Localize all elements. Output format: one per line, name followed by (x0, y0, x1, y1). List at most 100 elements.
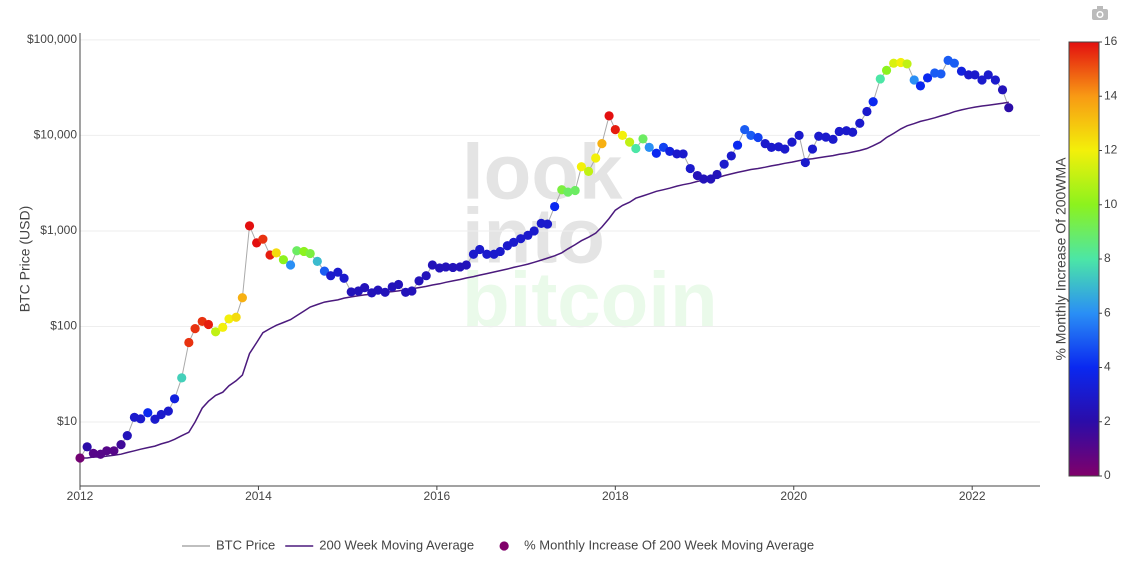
monthly-dot (868, 97, 878, 107)
monthly-dot (346, 287, 356, 297)
monthly-dot (75, 453, 85, 463)
x-tick-label: 2018 (602, 489, 629, 503)
monthly-dot (624, 137, 635, 147)
monthly-dot (177, 373, 187, 383)
monthly-dot (936, 69, 946, 79)
monthly-dot (583, 166, 594, 177)
monthly-dot (150, 414, 160, 424)
colorbar-tick-label: 8 (1104, 251, 1111, 265)
x-tick-label: 2014 (245, 489, 272, 503)
monthly-dot (915, 81, 926, 91)
monthly-dot (231, 312, 241, 322)
monthly-dot (102, 446, 112, 456)
watermark-text: bitcoin (462, 256, 718, 344)
colorbar-tick-label: 12 (1104, 143, 1118, 157)
monthly-dot (570, 185, 580, 196)
monthly-dot (746, 130, 756, 141)
monthly-dot (712, 169, 722, 180)
monthly-dot (143, 408, 153, 418)
monthly-dot (285, 260, 296, 270)
watermark-text: into (462, 192, 605, 280)
monthly-dot (862, 106, 872, 117)
monthly-dot (678, 149, 688, 159)
y-tick-label: $10 (57, 414, 77, 428)
colorbar-tick-label: 6 (1104, 305, 1111, 319)
monthly-dot (509, 237, 519, 247)
monthly-dot (360, 283, 370, 293)
monthly-dot (814, 131, 824, 141)
monthly-dot (218, 322, 228, 332)
monthly-dot (719, 159, 729, 169)
monthly-dot (740, 125, 750, 135)
monthly-dot (563, 187, 573, 197)
monthly-dot (780, 144, 790, 154)
monthly-dot (699, 174, 709, 184)
legend-swatch (499, 541, 509, 551)
monthly-dot (163, 406, 173, 416)
y-tick-label: $100 (50, 319, 77, 333)
monthly-dot (922, 73, 933, 83)
monthly-dot (685, 163, 695, 174)
legend-item[interactable]: 200 Week Moving Average (285, 537, 474, 552)
monthly-dot (393, 279, 404, 290)
monthly-dot (203, 319, 214, 330)
y-tick-label: $10,000 (34, 128, 78, 142)
monthly-dot (800, 157, 810, 168)
monthly-dot (339, 273, 349, 283)
legend-label: BTC Price (216, 537, 275, 552)
watermark-text: look (462, 128, 623, 216)
monthly-dot (326, 271, 336, 281)
monthly-dot (136, 414, 146, 424)
monthly-dot (881, 65, 892, 75)
monthly-dot (787, 137, 797, 147)
monthly-dot (122, 431, 132, 441)
monthly-dot (732, 140, 743, 150)
x-tick-label: 2012 (67, 489, 94, 503)
monthly-dot (529, 226, 539, 236)
monthly-dot (1004, 103, 1014, 113)
monthly-dot (461, 260, 471, 270)
monthly-dot (237, 293, 247, 303)
monthly-dot (482, 249, 492, 259)
monthly-dot (271, 248, 281, 258)
colorbar-tick-label: 2 (1104, 414, 1111, 428)
monthly-dot (834, 126, 844, 137)
y-tick-label: $100,000 (27, 32, 77, 46)
monthly-dot (258, 234, 268, 244)
monthly-dot (116, 440, 126, 450)
camera-icon[interactable] (1092, 6, 1108, 20)
monthly-dot (644, 142, 654, 152)
monthly-dot (88, 448, 98, 458)
monthly-dot (766, 142, 777, 152)
y-tick-label: $1,000 (40, 223, 77, 237)
monthly-dot (224, 314, 234, 324)
monthly-dot (875, 74, 885, 84)
monthly-dot (184, 337, 194, 348)
monthly-dot (983, 70, 993, 80)
monthly-dot (956, 66, 967, 76)
colorbar-tick-label: 14 (1104, 88, 1118, 102)
monthly-dot (244, 221, 255, 231)
monthly-dot (468, 249, 479, 259)
monthly-dot (169, 394, 180, 404)
monthly-dot (909, 75, 919, 85)
x-tick-label: 2022 (959, 489, 986, 503)
monthly-dot (550, 201, 560, 212)
legend-item[interactable]: % Monthly Increase Of 200 Week Moving Av… (499, 537, 815, 552)
monthly-dot (949, 58, 959, 68)
monthly-dot (109, 446, 119, 456)
monthly-dot (651, 148, 661, 158)
legend-item[interactable]: BTC Price (182, 537, 275, 552)
monthly-dot (312, 256, 322, 267)
x-tick-label: 2020 (780, 489, 807, 503)
monthly-dot (828, 134, 838, 144)
monthly-dot (380, 287, 390, 297)
monthly-dot (82, 442, 92, 452)
wma-line (80, 101, 1009, 459)
monthly-dot (448, 262, 458, 273)
colorbar-title: % Monthly Increase Of 200WMA (1053, 157, 1069, 361)
y-axis-title: BTC Price (USD) (17, 206, 33, 313)
legend-label: % Monthly Increase Of 200 Week Moving Av… (524, 537, 814, 552)
monthly-dot (794, 130, 804, 141)
